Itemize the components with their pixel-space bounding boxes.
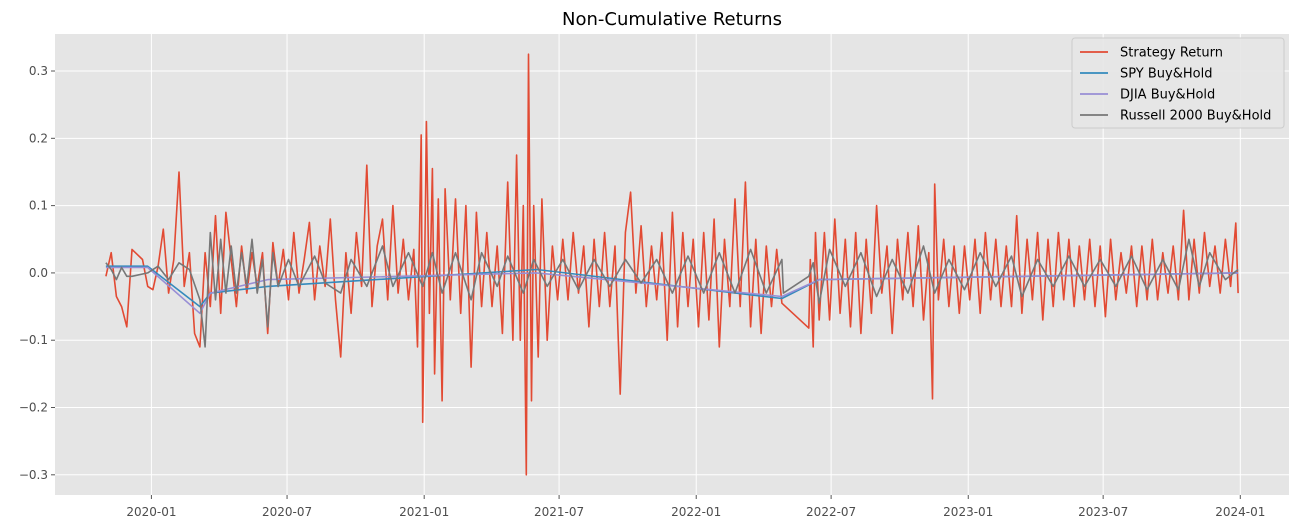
x-axis-ticks: 2020-01 2020-07 2021-01 2021-07 2022-01 2022-… xyxy=(126,495,1265,519)
x-tick-label: 2021-07 xyxy=(534,505,584,519)
x-tick-label: 2020-07 xyxy=(262,505,312,519)
x-tick-label: 2023-07 xyxy=(1078,505,1128,519)
y-axis-ticks: −0.3 −0.2 −0.1 0.0 0.1 0.2 0.3 xyxy=(19,64,55,482)
x-tick-label: 2020-01 xyxy=(126,505,176,519)
series-line-djia-buy-hold xyxy=(105,266,1239,315)
legend: Strategy Return SPY Buy&Hold DJIA Buy&Hold… xyxy=(1071,37,1285,129)
legend-label: SPY Buy&Hold xyxy=(1120,67,1212,82)
y-tick-label: −0.1 xyxy=(19,333,48,347)
series-line-russell-2000-buy-hold xyxy=(105,231,1239,348)
y-tick-label: 0.1 xyxy=(29,199,48,213)
x-tick-label: 2023-01 xyxy=(943,505,993,519)
series-lines xyxy=(105,53,1239,476)
series-line-strategy-return xyxy=(105,53,1239,476)
x-tick-label: 2024-01 xyxy=(1215,505,1265,519)
x-tick-label: 2022-01 xyxy=(671,505,721,519)
legend-box xyxy=(1071,37,1285,129)
y-tick-label: −0.3 xyxy=(19,468,48,482)
legend-label: DJIA Buy&Hold xyxy=(1120,88,1215,103)
chart-title: Non-Cumulative Returns xyxy=(562,9,782,30)
y-tick-label: 0.2 xyxy=(29,131,48,145)
y-gridlines xyxy=(55,70,1289,476)
x-tick-label: 2021-01 xyxy=(399,505,449,519)
legend-items: Strategy Return SPY Buy&Hold DJIA Buy&Hold… xyxy=(1080,46,1271,124)
legend-label: Russell 2000 Buy&Hold xyxy=(1120,109,1271,124)
y-tick-label: −0.2 xyxy=(19,401,48,415)
legend-label: Strategy Return xyxy=(1120,46,1223,61)
x-tick-label: 2022-07 xyxy=(806,505,856,519)
y-tick-label: 0.0 xyxy=(29,266,48,280)
y-tick-label: 0.3 xyxy=(29,64,48,78)
